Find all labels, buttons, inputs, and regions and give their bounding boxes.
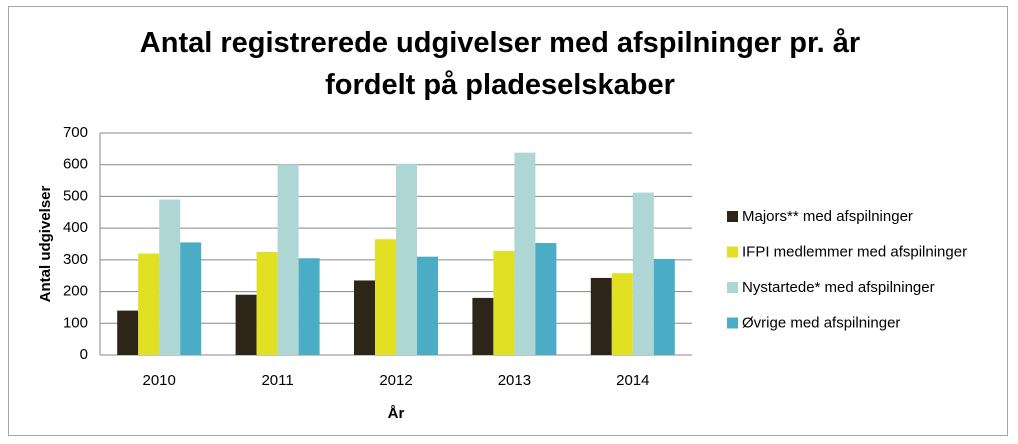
y-tick-label: 200 xyxy=(63,283,88,300)
chart-title: Antal registrerede udgivelser med afspil… xyxy=(139,27,861,101)
bar xyxy=(632,192,654,355)
x-tick-label: 2012 xyxy=(379,372,412,389)
bar xyxy=(611,273,633,355)
x-tick-label: 2010 xyxy=(143,372,176,389)
chart-frame xyxy=(8,6,1008,436)
y-tick-label: 300 xyxy=(63,251,88,268)
bar xyxy=(535,243,557,355)
bar xyxy=(375,239,396,355)
legend-swatch xyxy=(727,317,738,329)
y-tick-label: 700 xyxy=(63,124,88,141)
bar xyxy=(277,164,299,355)
legend-label: Nystartede* med afspilninger xyxy=(742,279,935,296)
bar xyxy=(472,297,494,355)
legend-swatch xyxy=(727,282,738,293)
legend-label: Majors** med afspilninger xyxy=(742,208,913,225)
bar xyxy=(514,152,536,355)
legend-label: IFPI medlemmer med afspilninger xyxy=(742,243,967,260)
bar xyxy=(180,242,202,355)
y-tick-label: 500 xyxy=(63,187,88,204)
bar xyxy=(417,256,438,355)
bar xyxy=(298,258,320,355)
x-tick-label: 2011 xyxy=(261,372,293,389)
bar xyxy=(653,258,675,355)
x-tick-label: 2014 xyxy=(616,372,649,389)
bar xyxy=(354,280,375,355)
y-tick-label: 600 xyxy=(63,156,88,173)
bar xyxy=(159,199,181,355)
y-axis-label: Antal udgivelser xyxy=(37,185,54,302)
bar xyxy=(138,253,160,355)
bar xyxy=(493,250,515,355)
y-tick-label: 100 xyxy=(63,314,88,331)
x-tick-label: 2013 xyxy=(498,372,531,389)
legend-swatch xyxy=(727,211,738,222)
y-tick-label: 400 xyxy=(63,219,88,236)
bar xyxy=(256,251,278,355)
bar xyxy=(117,310,139,355)
bar xyxy=(235,294,257,355)
y-tick-label: 0 xyxy=(80,346,88,363)
legend-label: Øvrige med afspilninger xyxy=(742,314,900,331)
x-axis-label: År xyxy=(388,405,405,422)
bar xyxy=(590,277,612,355)
legend-swatch xyxy=(727,246,738,258)
bar xyxy=(396,163,417,355)
